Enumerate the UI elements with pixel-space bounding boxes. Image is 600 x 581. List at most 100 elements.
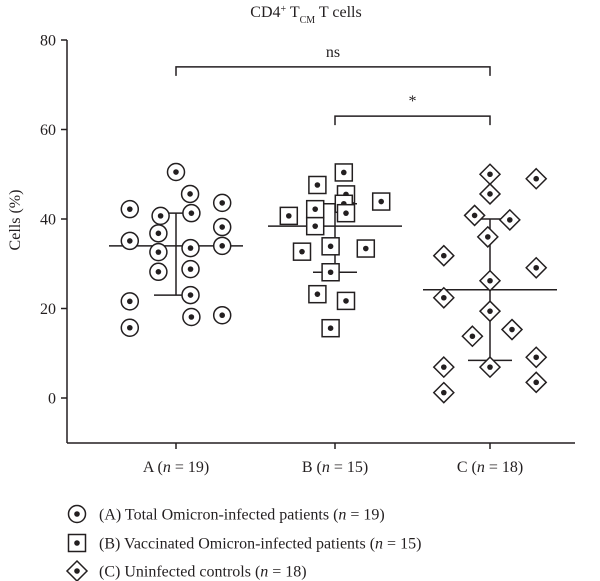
data-point-1-4 <box>305 199 325 219</box>
data-point-0-10 <box>212 217 232 237</box>
legend: (A) Total Omicron-infected patients (n =… <box>65 504 421 581</box>
data-point-0-14-dot <box>187 292 194 298</box>
x-tick-label-2: C (n = 18) <box>457 459 523 476</box>
data-point-1-6 <box>336 203 356 223</box>
data-point-1-11-dot <box>363 245 369 252</box>
data-point-2-7-dot <box>533 264 539 271</box>
data-point-1-9-dot <box>327 243 334 250</box>
data-point-2-14-dot <box>441 364 447 370</box>
data-point-0-8 <box>149 242 168 262</box>
data-point-1-7 <box>371 192 391 211</box>
data-point-1-8-dot <box>312 223 319 229</box>
data-point-1-6-dot <box>343 210 349 216</box>
data-point-2-16-dot <box>533 379 539 386</box>
y-tick-label-1: 20 <box>40 301 56 318</box>
data-point-0-8-dot <box>155 249 162 255</box>
data-point-2-1 <box>525 167 548 190</box>
legend-marker-2-dot <box>74 568 80 574</box>
data-point-2-12 <box>461 325 484 348</box>
data-point-1-12-dot <box>327 269 334 276</box>
data-point-2-16 <box>525 371 548 394</box>
significance-label-0: ns <box>326 44 340 61</box>
data-point-0-5 <box>212 193 232 213</box>
data-point-0-4 <box>180 184 200 204</box>
data-point-1-9 <box>321 237 340 256</box>
data-point-2-13-dot <box>533 354 539 361</box>
data-point-2-5-dot <box>485 234 491 240</box>
legend-label-2: (C) Uninfected controls (n = 18) <box>99 564 307 581</box>
data-point-0-15-dot <box>127 298 133 305</box>
data-point-1-10-dot <box>299 248 305 255</box>
data-point-0-7 <box>120 231 140 251</box>
data-point-0-6 <box>149 224 168 243</box>
data-point-2-6 <box>432 244 455 267</box>
y-tick-label-0: 0 <box>48 391 56 408</box>
data-point-2-14 <box>432 356 455 379</box>
legend-label-0: (A) Total Omicron-infected patients (n =… <box>99 507 385 524</box>
data-point-1-12 <box>321 263 340 282</box>
data-point-1-3 <box>279 206 299 226</box>
legend-marker-1 <box>67 533 87 553</box>
data-point-0-7-dot <box>127 238 133 244</box>
data-point-0-15 <box>120 292 140 311</box>
chart-title: CD4+ TCM T cells <box>250 4 361 26</box>
data-point-2-8 <box>478 269 502 292</box>
data-point-0-11 <box>212 236 232 256</box>
data-point-2-15 <box>478 356 502 379</box>
data-point-0-16 <box>182 307 201 327</box>
data-point-1-14-dot <box>343 298 349 304</box>
data-point-1-0-dot <box>341 169 347 176</box>
data-point-0-3-dot <box>188 210 195 216</box>
data-point-0-18 <box>120 318 140 337</box>
legend-marker-2 <box>65 559 89 581</box>
data-point-0-3 <box>182 203 201 223</box>
significance-label-1: * <box>409 93 417 110</box>
y-tick-label-3: 60 <box>40 122 56 139</box>
data-point-1-3-dot <box>286 213 292 219</box>
data-point-1-13-dot <box>314 291 321 297</box>
data-point-1-10 <box>292 242 312 261</box>
data-point-2-9-dot <box>441 294 447 301</box>
data-point-2-11 <box>500 318 524 341</box>
data-point-0-12 <box>181 259 200 279</box>
data-point-2-7 <box>525 256 548 279</box>
data-point-1-13 <box>308 284 327 304</box>
data-point-0-14 <box>181 285 200 305</box>
data-point-2-4-dot <box>507 217 513 223</box>
data-point-2-6-dot <box>441 252 447 259</box>
legend-label-1: (B) Vaccinated Omicron-infected patients… <box>99 536 421 553</box>
data-point-0-0 <box>166 162 186 182</box>
data-point-0-11-dot <box>219 243 225 249</box>
data-point-1-8 <box>305 216 325 236</box>
data-point-2-3 <box>463 204 486 227</box>
data-point-0-13 <box>149 262 168 282</box>
significance-bracket-0 <box>175 66 491 76</box>
y-axis-label: Cells (%) <box>7 190 24 251</box>
data-point-0-1-dot <box>127 206 133 212</box>
data-point-2-13 <box>525 346 548 369</box>
data-point-1-1-dot <box>314 182 321 188</box>
data-point-0-9 <box>181 238 200 258</box>
data-point-0-5-dot <box>219 200 225 206</box>
x-ticks: A (n = 19) B (n = 15) C (n = 18) <box>143 443 523 476</box>
data-point-2-17-dot <box>441 389 447 396</box>
data-point-0-9-dot <box>187 245 194 251</box>
data-point-0-2-dot <box>157 213 164 219</box>
data-point-0-1 <box>120 199 140 219</box>
data-point-1-15 <box>321 318 340 338</box>
data-point-0-2 <box>151 206 170 226</box>
data-point-1-1 <box>308 175 327 195</box>
data-point-2-1-dot <box>533 175 539 182</box>
legend-marker-1-dot <box>74 540 80 546</box>
data-point-2-3-dot <box>471 212 478 219</box>
data-point-1-15-dot <box>327 325 334 331</box>
data-point-2-4 <box>498 208 521 231</box>
data-point-0-13-dot <box>155 269 162 275</box>
data-point-0-17 <box>212 305 232 325</box>
data-point-0-10-dot <box>219 224 225 230</box>
data-point-0-18-dot <box>127 324 133 331</box>
data-points <box>120 162 548 404</box>
y-tick-label-2: 40 <box>40 212 56 229</box>
